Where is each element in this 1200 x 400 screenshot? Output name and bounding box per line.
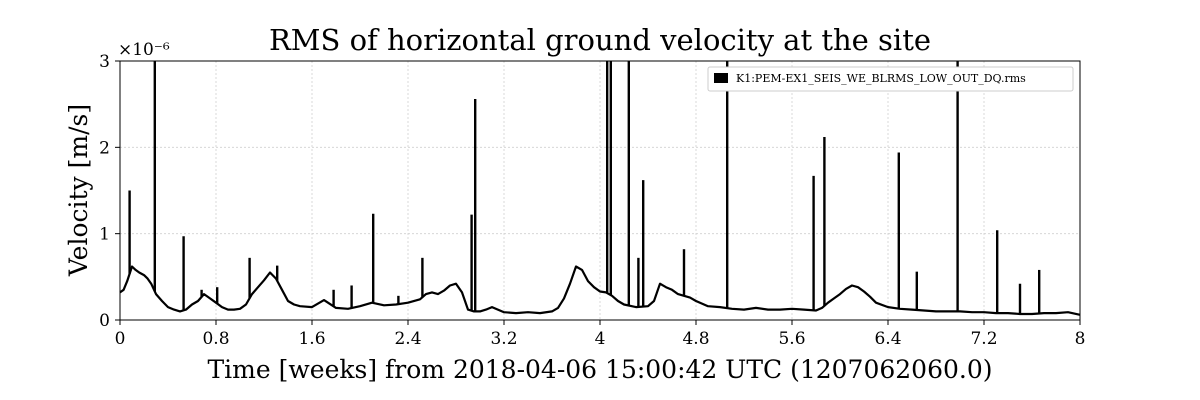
y-tick-label: 0 — [99, 311, 110, 331]
legend-swatch — [714, 73, 728, 83]
series-line — [119, 265, 1081, 316]
spike-group — [128, 61, 1041, 314]
x-tick-label: 2.4 — [394, 329, 421, 349]
x-tick-label: 5.6 — [778, 329, 805, 349]
y-axis-ticks: 0 1 2 3 — [99, 52, 120, 331]
legend-box — [707, 66, 1074, 92]
x-axis-ticks: 0 0.8 1.6 2.4 3.2 4 4.8 5.6 6.4 7.2 8 — [115, 320, 1086, 349]
y-axis-label: Velocity [m/s] — [64, 104, 93, 277]
x-tick-label: 7.2 — [970, 329, 997, 349]
x-tick-label: 1.6 — [298, 329, 325, 349]
x-axis-label: Time [weeks] from 2018-04-06 15:00:42 UT… — [208, 355, 993, 384]
legend: K1:PEM-EX1_SEIS_WE_BLRMS_LOW_OUT_DQ.rms — [707, 66, 1074, 92]
x-tick-label: 8 — [1075, 329, 1086, 349]
x-tick-label: 6.4 — [874, 329, 901, 349]
y-offset-label: ×10⁻⁶ — [118, 40, 170, 60]
x-tick-label: 4.8 — [682, 329, 709, 349]
y-tick-label: 2 — [99, 138, 110, 158]
legend-entry: K1:PEM-EX1_SEIS_WE_BLRMS_LOW_OUT_DQ.rms — [736, 72, 1026, 85]
x-tick-label: 0.8 — [202, 329, 229, 349]
x-tick-label: 4 — [595, 329, 606, 349]
series-layer — [119, 61, 1081, 316]
grid — [120, 61, 1080, 320]
y-tick-label: 3 — [99, 52, 110, 72]
chart-title: RMS of horizontal ground velocity at the… — [269, 23, 931, 57]
x-tick-label: 0 — [115, 329, 126, 349]
x-tick-label: 3.2 — [490, 329, 517, 349]
y-tick-label: 1 — [99, 225, 110, 245]
